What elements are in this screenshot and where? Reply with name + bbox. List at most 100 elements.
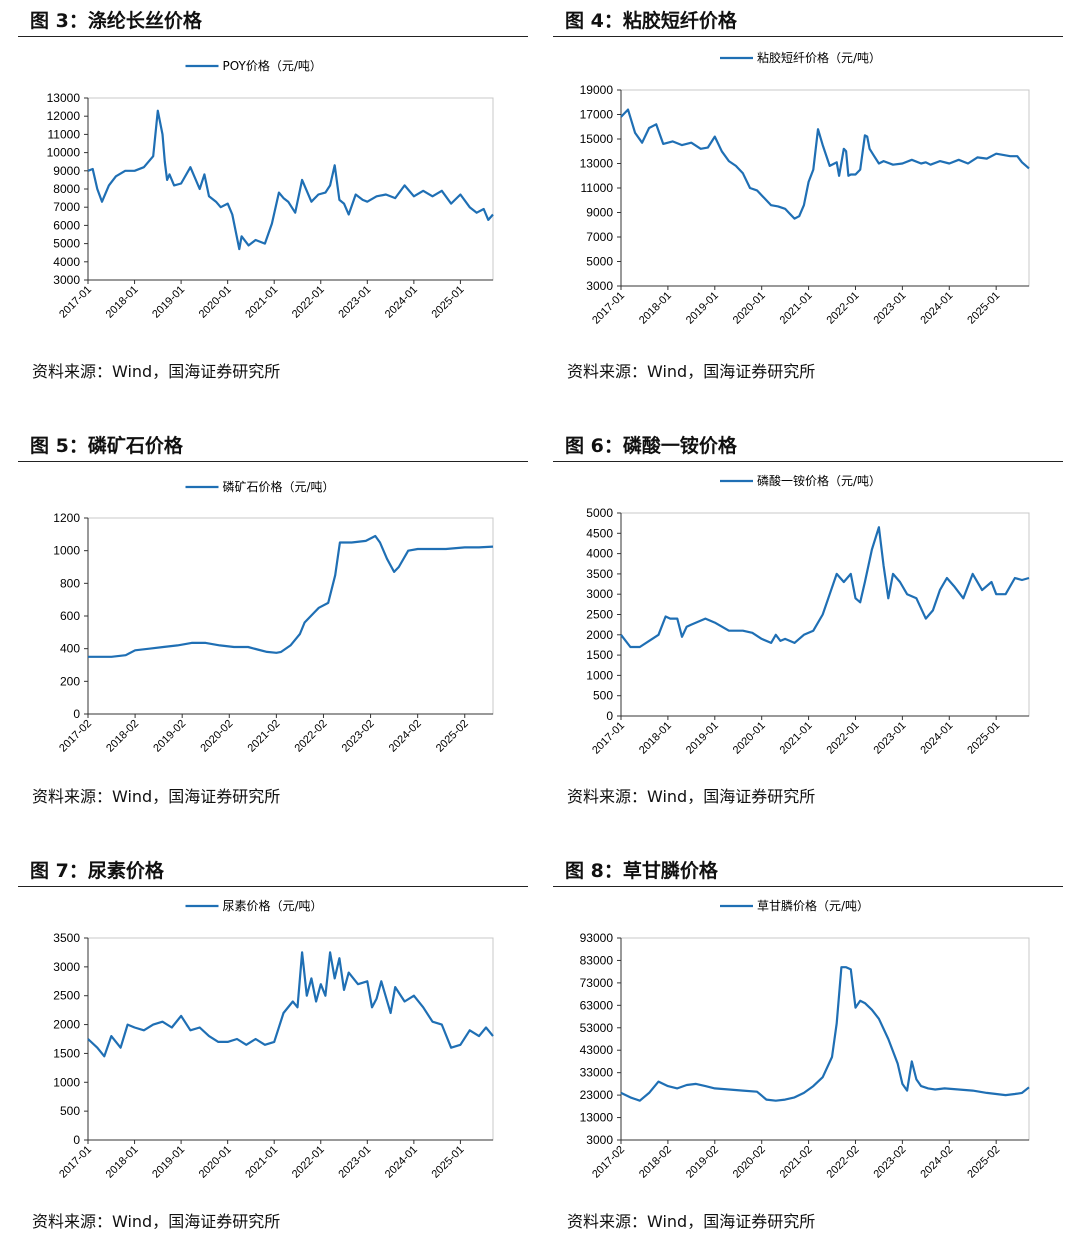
source-note: 资料来源：Wind，国海证券研究所 [567,787,816,806]
x-tick-label: 2022-01 [290,284,327,321]
series-line [88,534,494,658]
x-tick-label: 2018-02 [104,718,141,755]
x-tick-label: 2025-01 [430,284,467,321]
x-tick-label: 2018-01 [104,1144,141,1181]
x-tick-label: 2019-01 [684,720,721,757]
series-line [87,951,494,1058]
source-note: 资料来源：Wind，国海证券研究所 [32,1212,281,1231]
x-tick-label: 2018-01 [637,720,674,757]
y-tick-label: 5000 [53,237,80,251]
source-note: 资料来源：Wind，国海证券研究所 [32,362,281,381]
y-tick-label: 6000 [53,218,80,232]
x-tick-label: 2021-01 [778,720,815,757]
series-line [620,966,1030,1102]
y-tick-label: 3000 [53,273,80,287]
x-tick-label: 2023-01 [871,290,908,327]
series-line [87,109,494,251]
plot-frame [87,937,494,1141]
y-tick-label: 8000 [53,182,80,196]
y-tick-label: 63000 [580,998,614,1012]
source-note: 资料来源：Wind，国海证券研究所 [567,1212,816,1231]
y-tick-label: 13000 [47,91,81,105]
legend-label: 磷矿石价格（元/吨） [223,479,335,494]
y-tick-label: 33000 [580,1066,614,1080]
title-rule [553,36,1063,37]
y-tick-label: 2500 [586,608,613,622]
x-tick-label: 2024-01 [918,290,955,327]
x-tick-label: 2022-02 [825,1144,862,1181]
y-tick-label: 3500 [53,931,80,945]
figure-panel: 图 7：尿素价格 资料来源：Wind，国海证券研究所 0 500 1000 1500 200… [18,850,528,1250]
x-tick-label: 2024-02 [918,1144,955,1181]
x-tick-label: 2025-01 [430,1144,467,1181]
y-tick-label: 3000 [586,279,613,293]
y-tick-label: 4000 [586,547,613,561]
x-tick-label: 2022-01 [825,290,862,327]
y-tick-label: 5000 [586,506,613,520]
x-tick-label: 2023-01 [336,1144,373,1181]
y-tick-label: 500 [60,1104,80,1118]
x-tick-label: 2017-01 [590,290,627,327]
figure-title: 图 3：涤纶长丝价格 [30,10,202,32]
x-tick-label: 2017-02 [590,1144,627,1181]
figure-title: 图 4：粘胶短纤价格 [565,10,737,32]
title-rule [18,461,528,462]
y-tick-label: 1000 [53,1075,80,1089]
series-line [620,526,1030,649]
y-tick-label: 0 [73,1133,80,1147]
y-tick-label: 43000 [580,1043,614,1057]
y-tick-label: 200 [60,674,80,688]
x-tick-label: 2025-02 [434,718,471,755]
legend-label: 粘胶短纤价格（元/吨） [757,50,881,65]
y-tick-label: 53000 [580,1021,614,1035]
title-rule [553,461,1063,462]
title-rule [18,886,528,887]
x-tick-label: 2018-01 [637,290,674,327]
y-tick-label: 0 [73,707,80,721]
y-tick-label: 7000 [53,200,80,214]
x-tick-label: 2022-01 [290,1144,327,1181]
x-tick-label: 2019-01 [150,284,187,321]
y-tick-label: 10000 [47,146,81,160]
title-rule [18,36,528,37]
x-tick-label: 2018-02 [637,1144,674,1181]
y-tick-label: 15000 [580,132,614,146]
y-tick-label: 13000 [580,157,614,171]
legend-label: 草甘膦价格（元/吨） [757,898,869,913]
y-tick-label: 500 [593,689,613,703]
line-chart: 3000 13000 23000 33000 43000 53000 63000 73000 8… [580,898,1030,1181]
y-tick-label: 3500 [586,567,613,581]
x-tick-label: 2022-01 [825,720,862,757]
figure-title: 图 6：磷酸一铵价格 [565,435,737,457]
x-tick-label: 2021-01 [243,284,280,321]
plot-frame [620,937,1030,1141]
plot-frame [620,512,1030,717]
x-tick-label: 2024-02 [387,718,424,755]
x-tick-label: 2025-02 [965,1144,1002,1181]
plot-frame [620,89,1030,287]
line-chart: 0 500 1000 1500 2000 2500 3000 3500 4000 4500 5000… [586,473,1030,757]
x-tick-label: 2018-01 [104,284,141,321]
y-tick-label: 4500 [586,526,613,540]
y-tick-label: 73000 [580,976,614,990]
y-tick-label: 83000 [580,953,614,967]
x-tick-label: 2021-01 [778,290,815,327]
y-tick-label: 3000 [53,960,80,974]
x-tick-label: 2021-02 [245,718,282,755]
legend-label: 磷酸一铵价格（元/吨） [757,473,881,488]
y-tick-label: 1000 [586,668,613,682]
x-tick-label: 2025-01 [965,290,1002,327]
figure-title: 图 5：磷矿石价格 [30,435,183,457]
legend-label: POY价格（元/吨） [223,58,322,73]
y-tick-label: 19000 [580,83,614,97]
y-tick-label: 2000 [586,628,613,642]
y-tick-label: 17000 [580,108,614,122]
x-tick-label: 2023-02 [340,718,377,755]
x-tick-label: 2023-02 [871,1144,908,1181]
plot-frame [87,517,494,715]
x-tick-label: 2019-01 [684,290,721,327]
y-tick-label: 11000 [48,127,81,141]
x-tick-label: 2019-01 [150,1144,187,1181]
figure-panel: 图 6：磷酸一铵价格 资料来源：Wind，国海证券研究所 0 500 1000 1500 2… [553,425,1063,825]
x-tick-label: 2020-02 [198,718,235,755]
